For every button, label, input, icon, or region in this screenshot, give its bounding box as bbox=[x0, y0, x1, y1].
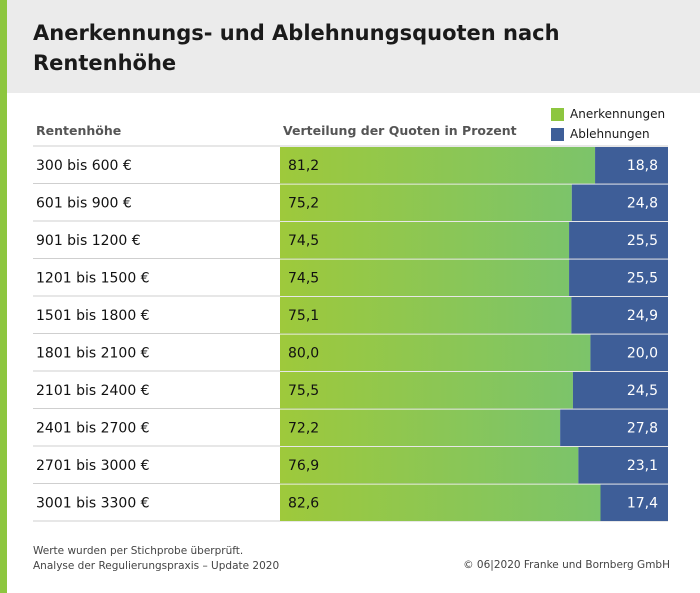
value-label-ablehnungen: 17,4 bbox=[627, 495, 658, 511]
value-label-ablehnungen: 24,9 bbox=[627, 308, 658, 324]
bar-ablehnungen bbox=[571, 184, 668, 221]
legend-label-anerkennungen: Anerkennungen bbox=[570, 107, 666, 121]
legend: Anerkennungen Ablehnungen bbox=[551, 104, 665, 144]
bar-ablehnungen bbox=[600, 484, 668, 521]
bar-anerkennungen bbox=[280, 409, 561, 446]
value-label-anerkennungen: 81,2 bbox=[288, 158, 319, 174]
bar-ablehnungen bbox=[571, 297, 668, 334]
bar-anerkennungen bbox=[280, 259, 570, 296]
bar-anerkennungen bbox=[280, 484, 601, 521]
category-label: 601 bis 900 € bbox=[36, 195, 132, 211]
value-label-ablehnungen: 23,1 bbox=[627, 458, 658, 474]
value-label-ablehnungen: 24,8 bbox=[627, 195, 658, 211]
legend-item-anerkennungen: Anerkennungen bbox=[551, 104, 665, 124]
category-label: 1201 bis 1500 € bbox=[36, 270, 150, 286]
value-label-anerkennungen: 75,5 bbox=[288, 383, 319, 399]
category-label: 2401 bis 2700 € bbox=[36, 420, 150, 436]
category-label: 901 bis 1200 € bbox=[36, 233, 141, 249]
value-label-ablehnungen: 27,8 bbox=[627, 420, 658, 436]
bar-ablehnungen bbox=[569, 222, 668, 259]
value-label-ablehnungen: 18,8 bbox=[627, 158, 658, 174]
bar-anerkennungen bbox=[280, 334, 591, 371]
value-label-ablehnungen: 24,5 bbox=[627, 383, 658, 399]
value-label-anerkennungen: 75,1 bbox=[288, 308, 319, 324]
bar-anerkennungen bbox=[280, 147, 596, 184]
legend-swatch-anerkennungen bbox=[551, 107, 564, 121]
bar-ablehnungen bbox=[590, 334, 668, 371]
category-label: 300 bis 600 € bbox=[36, 158, 132, 174]
bar-ablehnungen bbox=[569, 259, 668, 296]
category-label: 1801 bis 2100 € bbox=[36, 345, 150, 361]
value-label-ablehnungen: 25,5 bbox=[627, 233, 658, 249]
bar-anerkennungen bbox=[280, 372, 573, 409]
category-label: 2701 bis 3000 € bbox=[36, 458, 150, 474]
value-label-anerkennungen: 74,5 bbox=[288, 233, 319, 249]
header-band: Anerkennungs- und Ablehnungsquoten nach … bbox=[0, 0, 700, 93]
footnote: Werte wurden per Stichprobe überprüft. A… bbox=[33, 544, 279, 574]
value-label-anerkennungen: 80,0 bbox=[288, 345, 319, 361]
bar-ablehnungen bbox=[572, 372, 668, 409]
bar-ablehnungen bbox=[578, 447, 668, 484]
accent-stripe bbox=[0, 0, 7, 593]
value-label-anerkennungen: 72,2 bbox=[288, 420, 319, 436]
copyright: © 06|2020 Franke und Bornberg GmbH bbox=[463, 559, 670, 571]
value-label-anerkennungen: 74,5 bbox=[288, 270, 319, 286]
legend-item-ablehnungen: Ablehnungen bbox=[551, 124, 665, 144]
category-label: 1501 bis 1800 € bbox=[36, 308, 150, 324]
value-label-ablehnungen: 20,0 bbox=[627, 345, 658, 361]
column-header-category: Rentenhöhe bbox=[36, 123, 122, 138]
bar-anerkennungen bbox=[280, 222, 570, 259]
legend-swatch-ablehnungen bbox=[551, 127, 564, 141]
chart-title: Anerkennungs- und Ablehnungsquoten nach … bbox=[33, 21, 560, 75]
value-label-ablehnungen: 25,5 bbox=[627, 270, 658, 286]
bar-ablehnungen bbox=[560, 409, 668, 446]
footnote-line-1: Werte wurden per Stichprobe überprüft. bbox=[33, 545, 244, 557]
column-header-distribution: Verteilung der Quoten in Prozent bbox=[283, 123, 517, 138]
bar-anerkennungen bbox=[280, 447, 579, 484]
legend-label-ablehnungen: Ablehnungen bbox=[570, 127, 650, 141]
footnote-line-2: Analyse der Regulierungspraxis – Update … bbox=[33, 560, 280, 572]
bar-anerkennungen bbox=[280, 184, 572, 221]
bar-anerkennungen bbox=[280, 297, 572, 334]
category-label: 2101 bis 2400 € bbox=[36, 383, 150, 399]
value-label-anerkennungen: 82,6 bbox=[288, 495, 319, 511]
bar-ablehnungen bbox=[595, 147, 668, 184]
value-label-anerkennungen: 76,9 bbox=[288, 458, 319, 474]
value-label-anerkennungen: 75,2 bbox=[288, 195, 319, 211]
category-label: 3001 bis 3300 € bbox=[36, 495, 150, 511]
